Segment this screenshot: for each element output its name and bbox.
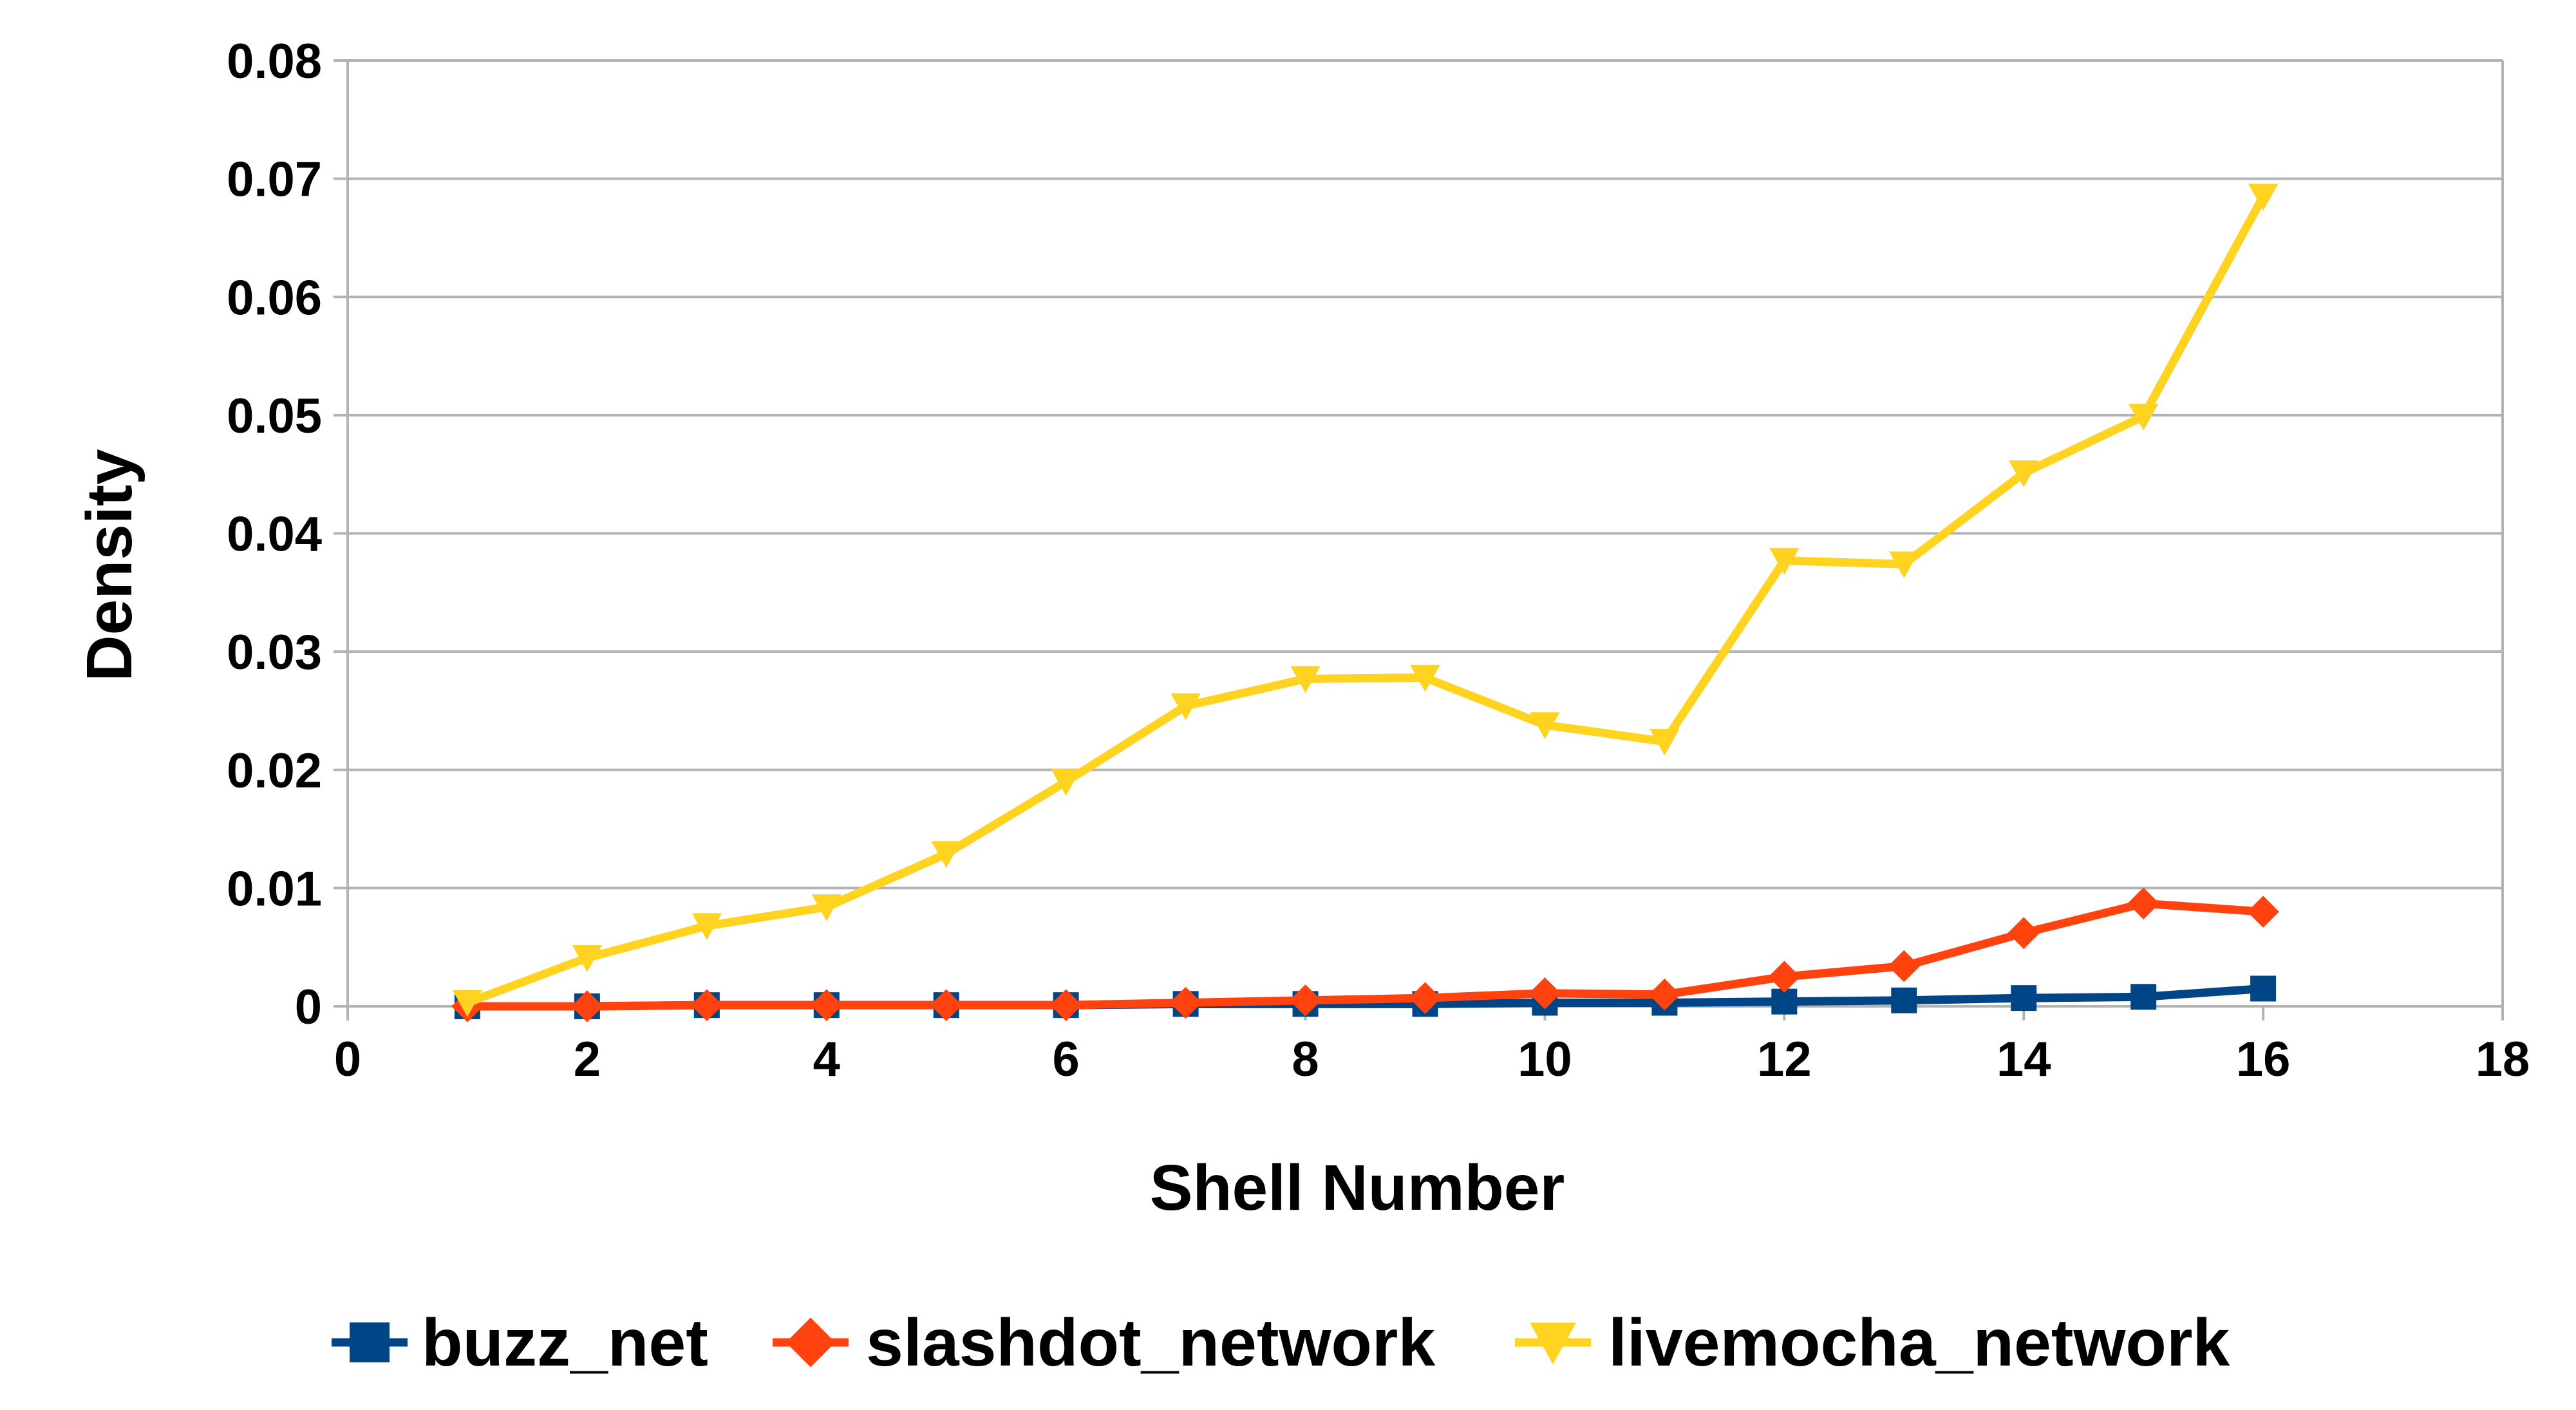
data-point <box>1530 712 1560 740</box>
data-point <box>2130 984 2157 1010</box>
legend-item-slashdot_network: slashdot_network <box>773 1306 1435 1380</box>
data-point <box>691 989 723 1021</box>
y-tick-label: 0 <box>295 980 322 1035</box>
y-axis-ticks: 0 0.01 0.02 0.03 0.04 0.05 0.06 0.07 0.08 <box>227 34 348 1035</box>
data-point <box>1410 664 1440 692</box>
legend-item-buzz_net: buzz_net <box>332 1306 708 1380</box>
data-point <box>691 913 722 941</box>
data-point <box>1049 989 1082 1021</box>
data-point <box>1769 548 1800 575</box>
data-point <box>1409 982 1442 1014</box>
x-tick-label: 14 <box>1997 1032 2051 1087</box>
data-point <box>1051 769 1081 796</box>
y-tick-label: 0.01 <box>227 861 322 916</box>
series-livemocha_network <box>452 183 2279 1017</box>
data-point <box>930 989 963 1021</box>
legend-swatch-marker <box>785 1317 836 1368</box>
x-tick-label: 18 <box>2476 1032 2530 1087</box>
data-point <box>2247 896 2279 928</box>
series-line <box>463 192 2268 1007</box>
legend-label: buzz_net <box>422 1306 708 1380</box>
x-tick-label: 12 <box>1757 1032 1812 1087</box>
data-point <box>1771 988 1798 1015</box>
data-point <box>1888 950 1921 982</box>
y-axis-title: Density <box>73 449 146 682</box>
data-point <box>1169 986 1202 1019</box>
series-slashdot_network <box>451 887 2279 1022</box>
data-point <box>2011 985 2037 1011</box>
data-point <box>2007 917 2040 949</box>
legend-label: slashdot_network <box>866 1306 1435 1380</box>
legend-swatch-marker <box>350 1322 390 1362</box>
y-tick-label: 0.04 <box>227 507 322 562</box>
data-point <box>2250 975 2277 1002</box>
data-point <box>1170 693 1201 720</box>
data-point <box>1889 551 1919 579</box>
x-tick-label: 6 <box>1053 1032 1080 1087</box>
data-point <box>2127 887 2159 920</box>
data-point <box>1289 984 1322 1017</box>
x-tick-label: 0 <box>334 1032 361 1087</box>
data-point <box>1891 987 1917 1013</box>
y-tick-label: 0.08 <box>227 34 322 89</box>
x-tick-label: 8 <box>1292 1032 1319 1087</box>
data-point <box>1648 978 1681 1011</box>
data-point <box>571 990 603 1022</box>
y-tick-label: 0.07 <box>227 153 322 207</box>
data-point <box>2128 403 2159 431</box>
data-point <box>810 989 843 1021</box>
data-point <box>931 841 961 869</box>
y-tick-label: 0.02 <box>227 744 322 798</box>
x-tick-label: 16 <box>2236 1032 2291 1087</box>
data-point <box>1768 961 1801 993</box>
series-line <box>463 899 2268 1011</box>
y-tick-label: 0.03 <box>227 625 322 680</box>
y-tick-label: 0.05 <box>227 389 322 444</box>
data-point <box>1290 666 1321 693</box>
x-axis-title: Shell Number <box>1150 1152 1565 1224</box>
data-point <box>2009 460 2039 487</box>
x-tick-label: 2 <box>574 1032 601 1087</box>
legend-item-livemocha_network: livemocha_network <box>1515 1306 2230 1380</box>
y-tick-label: 0.06 <box>227 270 322 325</box>
series-layer <box>451 183 2279 1022</box>
x-tick-label: 10 <box>1518 1032 1572 1087</box>
data-point <box>452 990 483 1017</box>
data-point <box>2248 183 2279 211</box>
legend-swatch-marker <box>1530 1322 1576 1365</box>
x-axis-ticks: 0 2 4 6 8 10 12 14 16 18 <box>334 1006 2530 1087</box>
data-point <box>1650 728 1680 756</box>
x-tick-label: 4 <box>813 1032 840 1087</box>
legend: buzz_net slashdot_network livemocha_networ… <box>332 1306 2230 1380</box>
data-point <box>811 894 841 921</box>
data-point <box>1528 977 1561 1010</box>
gridlines <box>348 59 2503 1008</box>
legend-label: livemocha_network <box>1608 1306 2230 1380</box>
data-point <box>572 945 603 972</box>
